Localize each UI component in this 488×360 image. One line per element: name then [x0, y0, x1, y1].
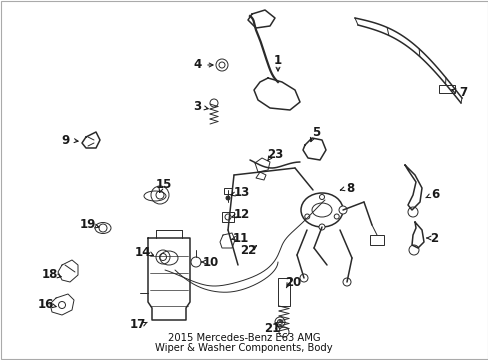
Text: 19: 19 [80, 219, 96, 231]
Text: 2015 Mercedes-Benz E63 AMG: 2015 Mercedes-Benz E63 AMG [167, 333, 320, 343]
Text: Wiper & Washer Components, Body: Wiper & Washer Components, Body [155, 343, 332, 353]
Text: 22: 22 [240, 243, 256, 256]
Text: 9: 9 [62, 134, 70, 147]
Text: 23: 23 [266, 148, 283, 162]
Text: 4: 4 [193, 58, 202, 72]
Circle shape [225, 196, 229, 200]
Circle shape [338, 206, 346, 214]
Text: 10: 10 [203, 256, 219, 269]
Text: 12: 12 [233, 208, 250, 221]
Text: 14: 14 [135, 246, 151, 258]
Text: 1: 1 [273, 54, 282, 67]
Text: 17: 17 [130, 319, 146, 332]
Text: 5: 5 [311, 126, 320, 139]
Bar [438, 85, 454, 93]
Text: 7: 7 [458, 85, 466, 99]
Bar [222, 212, 234, 222]
Text: 13: 13 [233, 186, 250, 199]
Text: 20: 20 [285, 275, 301, 288]
Text: 8: 8 [345, 181, 353, 194]
Text: 15: 15 [156, 179, 172, 192]
Bar [278, 278, 289, 306]
Bar [224, 188, 231, 194]
Text: 3: 3 [193, 100, 201, 113]
Text: 11: 11 [232, 231, 248, 244]
Text: 21: 21 [264, 321, 280, 334]
Text: 18: 18 [42, 269, 58, 282]
Circle shape [318, 224, 325, 230]
Bar [369, 235, 383, 245]
Text: 16: 16 [38, 298, 54, 311]
Text: 6: 6 [430, 189, 438, 202]
Text: 2: 2 [429, 231, 437, 244]
